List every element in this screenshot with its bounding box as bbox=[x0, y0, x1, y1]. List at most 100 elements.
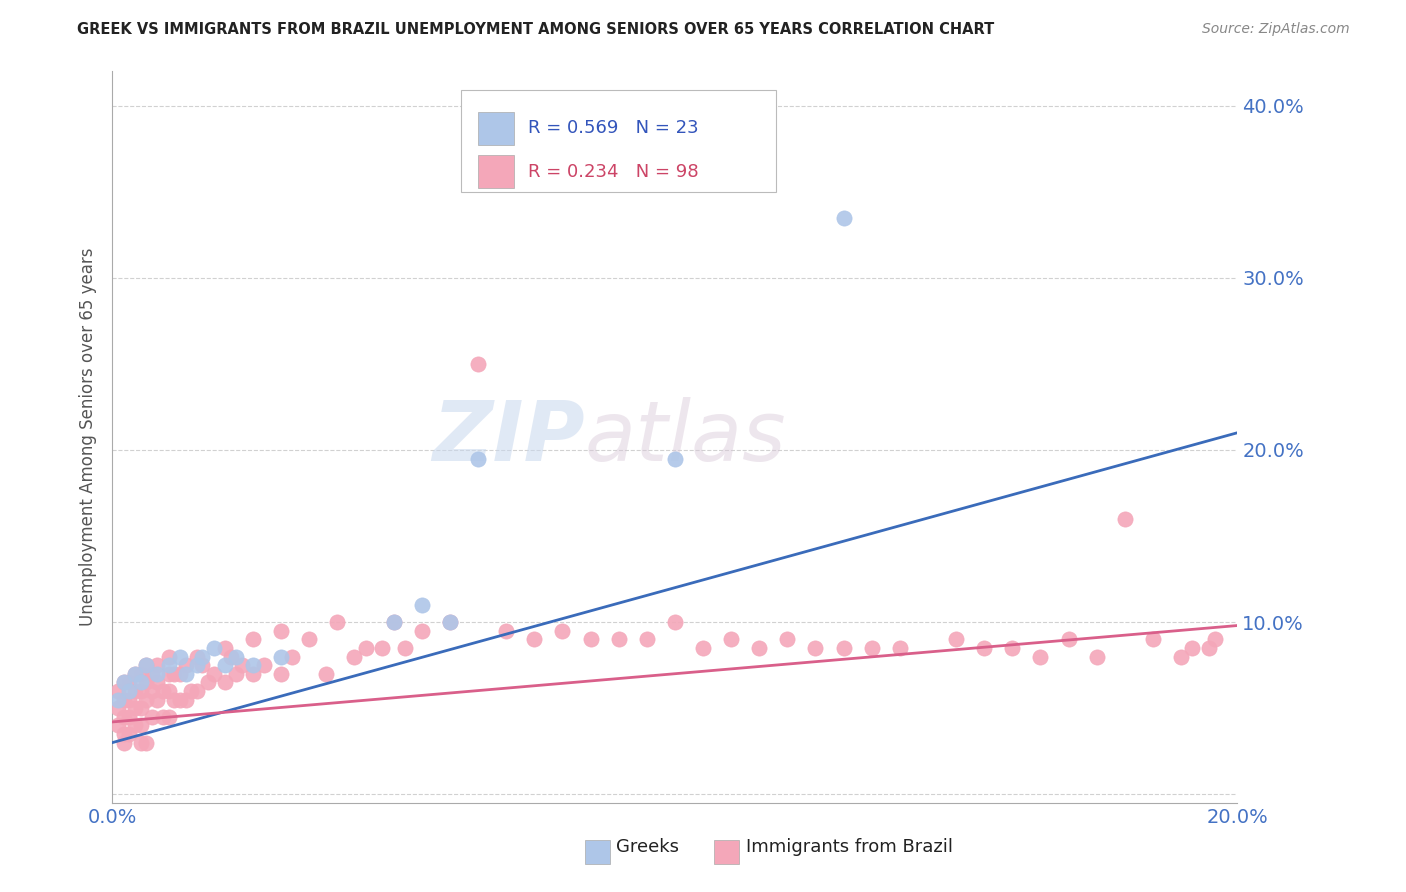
Point bbox=[354, 640, 377, 655]
Point bbox=[411, 624, 433, 638]
Point bbox=[551, 624, 574, 638]
Text: R = 0.569   N = 23: R = 0.569 N = 23 bbox=[527, 119, 699, 137]
Point bbox=[242, 632, 264, 647]
Point bbox=[664, 451, 686, 466]
Point bbox=[523, 632, 546, 647]
Point bbox=[107, 701, 129, 715]
Point bbox=[124, 718, 146, 732]
Point bbox=[832, 640, 855, 655]
Point bbox=[135, 658, 157, 673]
Point bbox=[124, 684, 146, 698]
Point bbox=[439, 615, 461, 629]
Point bbox=[636, 632, 658, 647]
Text: ZIP: ZIP bbox=[432, 397, 585, 477]
Point bbox=[146, 666, 169, 681]
Point bbox=[382, 615, 405, 629]
Point bbox=[135, 692, 157, 706]
Point bbox=[231, 658, 253, 673]
Point bbox=[214, 640, 236, 655]
Point bbox=[157, 684, 180, 698]
Point bbox=[157, 649, 180, 664]
Point bbox=[129, 684, 152, 698]
Point bbox=[1057, 632, 1080, 647]
Point bbox=[1170, 649, 1192, 664]
Point bbox=[692, 640, 714, 655]
Point bbox=[146, 675, 169, 690]
FancyBboxPatch shape bbox=[714, 840, 740, 863]
Point bbox=[129, 701, 152, 715]
Point bbox=[124, 666, 146, 681]
Point bbox=[242, 666, 264, 681]
Point bbox=[186, 684, 208, 698]
Point bbox=[112, 675, 135, 690]
Point bbox=[169, 666, 191, 681]
Point bbox=[141, 710, 163, 724]
Point bbox=[371, 640, 394, 655]
Point bbox=[129, 666, 152, 681]
Text: Source: ZipAtlas.com: Source: ZipAtlas.com bbox=[1202, 22, 1350, 37]
Point bbox=[118, 675, 141, 690]
Point bbox=[225, 649, 247, 664]
Point bbox=[163, 692, 186, 706]
Point bbox=[219, 649, 242, 664]
Point bbox=[107, 684, 129, 698]
Point bbox=[579, 632, 602, 647]
Point bbox=[197, 675, 219, 690]
Point bbox=[776, 632, 799, 647]
Point bbox=[129, 735, 152, 749]
Point bbox=[411, 598, 433, 612]
Text: Greeks: Greeks bbox=[616, 838, 679, 855]
Point bbox=[607, 632, 630, 647]
Text: atlas: atlas bbox=[585, 397, 786, 477]
Point bbox=[112, 735, 135, 749]
Point bbox=[270, 666, 292, 681]
Point bbox=[1142, 632, 1164, 647]
Point bbox=[152, 684, 174, 698]
Point bbox=[315, 666, 337, 681]
Point bbox=[202, 666, 225, 681]
Point bbox=[1114, 512, 1136, 526]
Point bbox=[382, 615, 405, 629]
Text: GREEK VS IMMIGRANTS FROM BRAZIL UNEMPLOYMENT AMONG SENIORS OVER 65 YEARS CORRELA: GREEK VS IMMIGRANTS FROM BRAZIL UNEMPLOY… bbox=[77, 22, 994, 37]
Point bbox=[129, 675, 152, 690]
Point bbox=[135, 735, 157, 749]
Point bbox=[157, 658, 180, 673]
Point bbox=[1085, 649, 1108, 664]
Point bbox=[298, 632, 321, 647]
Point bbox=[860, 640, 883, 655]
Point bbox=[495, 624, 517, 638]
Point bbox=[889, 640, 911, 655]
Point bbox=[174, 666, 197, 681]
Point bbox=[394, 640, 416, 655]
Point bbox=[225, 666, 247, 681]
FancyBboxPatch shape bbox=[585, 840, 610, 863]
Point bbox=[186, 649, 208, 664]
Point bbox=[112, 692, 135, 706]
Point bbox=[129, 718, 152, 732]
Point bbox=[146, 658, 169, 673]
Point bbox=[270, 649, 292, 664]
Point bbox=[1001, 640, 1024, 655]
Point bbox=[124, 666, 146, 681]
Point bbox=[1204, 632, 1226, 647]
Point bbox=[169, 649, 191, 664]
Point bbox=[281, 649, 304, 664]
Y-axis label: Unemployment Among Seniors over 65 years: Unemployment Among Seniors over 65 years bbox=[79, 248, 97, 626]
Point bbox=[163, 666, 186, 681]
Point bbox=[664, 615, 686, 629]
Point bbox=[202, 640, 225, 655]
Point bbox=[141, 684, 163, 698]
Point bbox=[112, 727, 135, 741]
Point bbox=[157, 710, 180, 724]
Point bbox=[467, 451, 489, 466]
FancyBboxPatch shape bbox=[478, 112, 515, 145]
Point bbox=[118, 727, 141, 741]
Point bbox=[253, 658, 276, 673]
Point bbox=[945, 632, 967, 647]
Point bbox=[720, 632, 742, 647]
Point bbox=[270, 624, 292, 638]
Point bbox=[242, 658, 264, 673]
Point bbox=[157, 666, 180, 681]
Point bbox=[135, 675, 157, 690]
Point bbox=[467, 357, 489, 371]
